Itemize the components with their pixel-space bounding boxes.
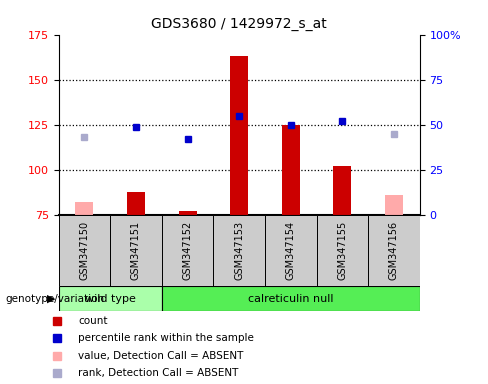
Bar	[127, 192, 145, 215]
Bar	[368, 215, 420, 286]
Text: GSM347155: GSM347155	[337, 221, 347, 280]
Text: GSM347152: GSM347152	[183, 221, 193, 280]
Text: value, Detection Call = ABSENT: value, Detection Call = ABSENT	[78, 351, 244, 361]
Bar	[59, 215, 110, 286]
Text: GSM347156: GSM347156	[389, 221, 399, 280]
Text: GSM347153: GSM347153	[234, 221, 244, 280]
Bar	[282, 125, 300, 215]
Text: GSM347154: GSM347154	[285, 221, 296, 280]
Bar	[385, 195, 403, 215]
Text: percentile rank within the sample: percentile rank within the sample	[78, 333, 254, 344]
Text: count: count	[78, 316, 108, 326]
Text: rank, Detection Call = ABSENT: rank, Detection Call = ABSENT	[78, 368, 239, 379]
Text: calreticulin null: calreticulin null	[248, 293, 333, 304]
Bar	[59, 286, 162, 311]
Bar	[110, 215, 162, 286]
Text: GSM347150: GSM347150	[80, 221, 89, 280]
Text: wild type: wild type	[85, 293, 136, 304]
Bar	[230, 56, 248, 215]
Bar	[317, 215, 368, 286]
Bar	[213, 215, 265, 286]
Bar	[265, 215, 317, 286]
Title: GDS3680 / 1429972_s_at: GDS3680 / 1429972_s_at	[151, 17, 327, 31]
Bar	[162, 215, 213, 286]
Bar	[333, 166, 351, 215]
Bar	[179, 212, 197, 215]
Bar	[162, 286, 420, 311]
Bar	[75, 202, 93, 215]
Text: GSM347151: GSM347151	[131, 221, 141, 280]
Text: ▶: ▶	[47, 294, 56, 304]
Text: genotype/variation: genotype/variation	[5, 294, 104, 304]
